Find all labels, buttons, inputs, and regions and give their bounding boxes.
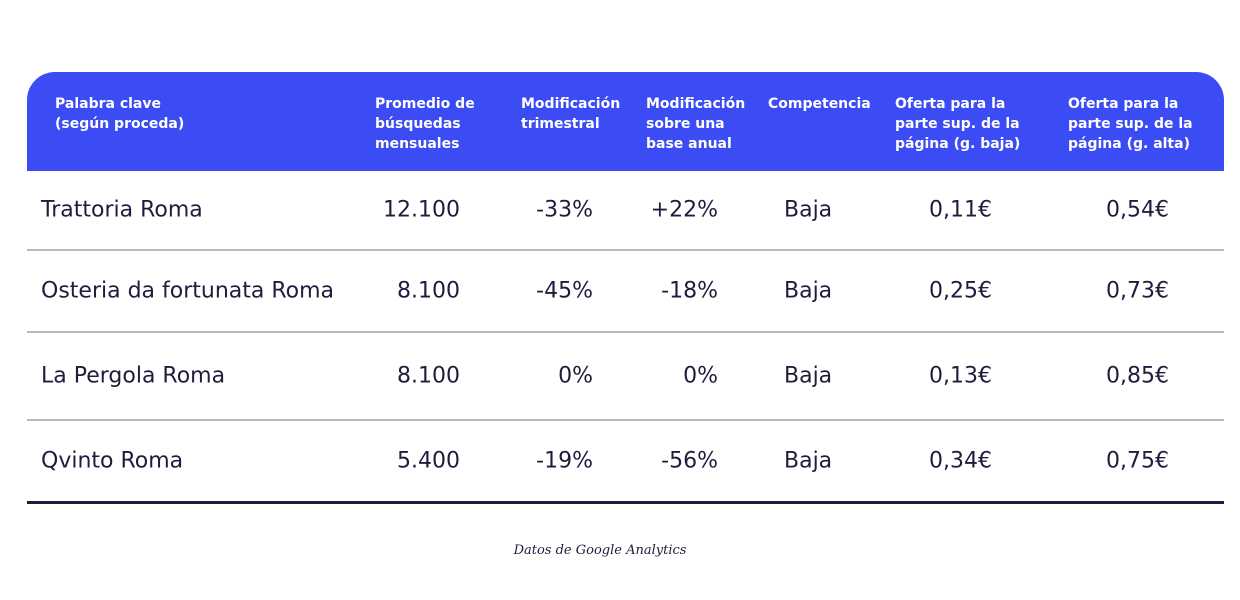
caption: Datos de Google Analytics xyxy=(513,543,687,558)
cell-annual-change: -56% xyxy=(661,448,718,474)
header-bid-high: Oferta para la parte sup. de la página (… xyxy=(1068,96,1193,152)
table-row: La Pergola Roma 8.100 0% 0% Baja 0,13€ 0,85€ xyxy=(27,333,1224,421)
cell-annual-change: +22% xyxy=(650,197,718,223)
header-competition: Competencia xyxy=(768,96,871,112)
table-row: Trattoria Roma 12.100 -33% +22% Baja 0,11€ 0,5… xyxy=(27,171,1224,251)
cell-bid-low: 0,25€ xyxy=(929,278,992,304)
cell-bid-high: 0,75€ xyxy=(1106,448,1169,474)
table-row: Osteria da fortunata Roma 8.100 -45% -18% Ba… xyxy=(27,251,1224,333)
cell-keyword: Trattoria Roma xyxy=(41,197,203,223)
cell-bid-high: 0,54€ xyxy=(1106,197,1169,223)
header-quarterly-change: Modificación trimestral xyxy=(521,96,621,132)
cell-annual-change: -18% xyxy=(661,278,718,304)
cell-bid-low: 0,13€ xyxy=(929,363,992,389)
cell-quarterly-change: -45% xyxy=(536,278,593,304)
cell-keyword: La Pergola Roma xyxy=(41,363,226,389)
cell-bid-low: 0,11€ xyxy=(929,197,992,223)
cell-annual-change: 0% xyxy=(683,363,718,389)
cell-bid-high: 0,73€ xyxy=(1106,278,1169,304)
header-bid-low: Oferta para la parte sup. de la página (… xyxy=(895,96,1021,152)
cell-competition: Baja xyxy=(784,448,833,474)
cell-monthly-searches: 8.100 xyxy=(397,363,460,389)
cell-keyword: Qvinto Roma xyxy=(41,448,184,474)
table-header: Palabra clave (según proceda) Promedio d… xyxy=(27,72,1224,171)
cell-monthly-searches: 12.100 xyxy=(383,197,460,223)
cell-bid-high: 0,85€ xyxy=(1106,363,1169,389)
cell-quarterly-change: -33% xyxy=(536,197,593,223)
header-annual-change: Modificación sobre una base anual xyxy=(646,96,746,152)
cell-quarterly-change: -19% xyxy=(536,448,593,474)
cell-competition: Baja xyxy=(784,278,833,304)
keyword-table: Palabra clave (según proceda) Promedio d… xyxy=(27,72,1224,504)
header-keyword: Palabra clave (según proceda) xyxy=(55,96,185,132)
table-body: Trattoria Roma 12.100 -33% +22% Baja 0,11€ 0,5… xyxy=(27,171,1224,504)
cell-competition: Baja xyxy=(784,363,833,389)
cell-bid-low: 0,34€ xyxy=(929,448,992,474)
table-row: Qvinto Roma 5.400 -19% -56% Baja 0,34€ 0,75€ xyxy=(27,421,1224,504)
cell-monthly-searches: 8.100 xyxy=(397,278,460,304)
cell-monthly-searches: 5.400 xyxy=(397,448,460,474)
cell-quarterly-change: 0% xyxy=(558,363,593,389)
header-monthly-searches: Promedio de búsquedas mensuales xyxy=(375,96,475,152)
cell-keyword: Osteria da fortunata Roma xyxy=(41,278,335,304)
cell-competition: Baja xyxy=(784,197,833,223)
